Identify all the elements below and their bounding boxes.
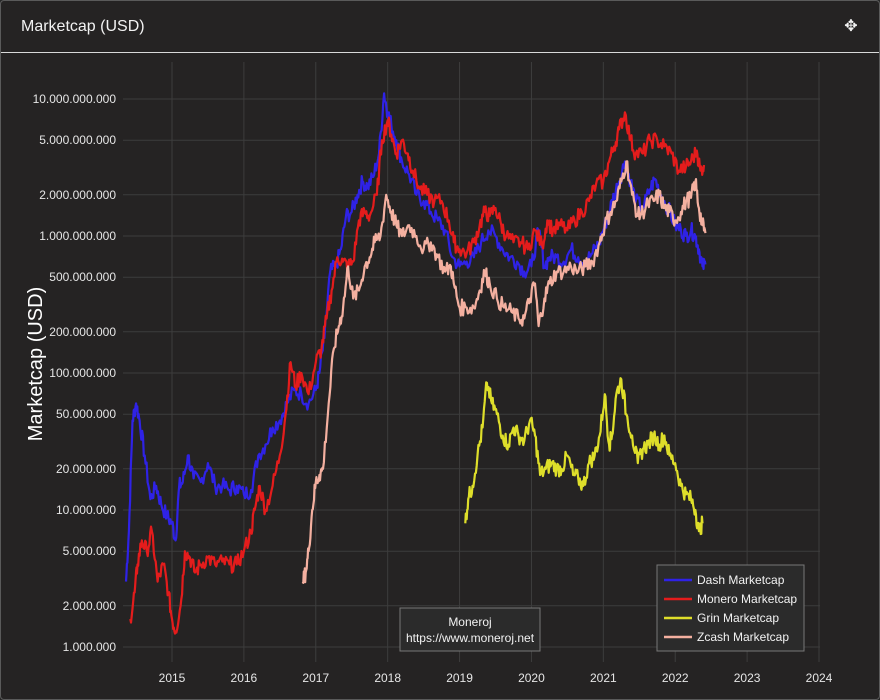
y-tick-label: 20.000.000 xyxy=(56,462,116,476)
x-tick-label: 2021 xyxy=(590,671,617,685)
legend-label: Monero Marketcap xyxy=(697,592,797,606)
x-tick-label: 2018 xyxy=(374,671,401,685)
x-axis-ticks: 2015 2016 2017 2018 2019 2020 2021 2022 2023 2024 xyxy=(159,671,833,685)
y-axis-ticks: 1.000.000 2.000.000 5.000.000 10.000.000 20.… xyxy=(33,92,117,654)
y-tick-label: 1.000.000 xyxy=(63,640,117,654)
y-tick-label: 2.000.000 xyxy=(63,599,117,613)
y-tick-label: 1.000.000.000 xyxy=(39,229,116,243)
y-tick-label: 200.000.000 xyxy=(49,325,116,339)
y-tick-label: 5.000.000.000 xyxy=(39,133,116,147)
card-title: Marketcap (USD) xyxy=(21,18,145,35)
y-tick-label: 100.000.000 xyxy=(49,366,116,380)
y-tick-label: 5.000.000 xyxy=(63,544,117,558)
y-axis-label: Marketcap (USD) xyxy=(25,287,47,441)
x-tick-label: 2017 xyxy=(302,671,329,685)
x-tick-label: 2015 xyxy=(159,671,186,685)
legend-label: Grin Marketcap xyxy=(697,611,779,625)
series-lines xyxy=(124,92,707,635)
series-line-dash-marketcap xyxy=(124,92,707,582)
legend-label: Zcash Marketcap xyxy=(697,630,789,644)
watermark-line2: https://www.moneroj.net xyxy=(406,631,535,645)
move-icon[interactable]: ✥ xyxy=(844,18,858,35)
y-tick-label: 10.000.000 xyxy=(56,503,116,517)
legend-label: Dash Marketcap xyxy=(697,573,785,587)
x-tick-label: 2019 xyxy=(446,671,473,685)
y-tick-label: 2.000.000.000 xyxy=(39,188,116,202)
grid-lines xyxy=(123,62,820,662)
series-line-monero-marketcap xyxy=(129,111,706,635)
x-tick-label: 2024 xyxy=(806,671,833,685)
watermark-box: Moneroj https://www.moneroj.net xyxy=(399,607,541,652)
x-tick-label: 2022 xyxy=(662,671,689,685)
y-tick-label: 10.000.000.000 xyxy=(33,92,117,106)
x-tick-label: 2016 xyxy=(231,671,258,685)
watermark-line1: Moneroj xyxy=(448,615,491,629)
card-header: Marketcap (USD) ✥ xyxy=(1,1,879,53)
y-tick-label: 50.000.000 xyxy=(56,407,116,421)
x-tick-label: 2020 xyxy=(518,671,545,685)
series-line-zcash-marketcap xyxy=(301,160,707,584)
x-tick-label: 2023 xyxy=(734,671,761,685)
y-tick-label: 500.000.000 xyxy=(49,270,116,284)
legend: Dash Marketcap Monero Marketcap Grin Marke… xyxy=(656,564,805,652)
series-line-grin-marketcap xyxy=(464,377,704,536)
